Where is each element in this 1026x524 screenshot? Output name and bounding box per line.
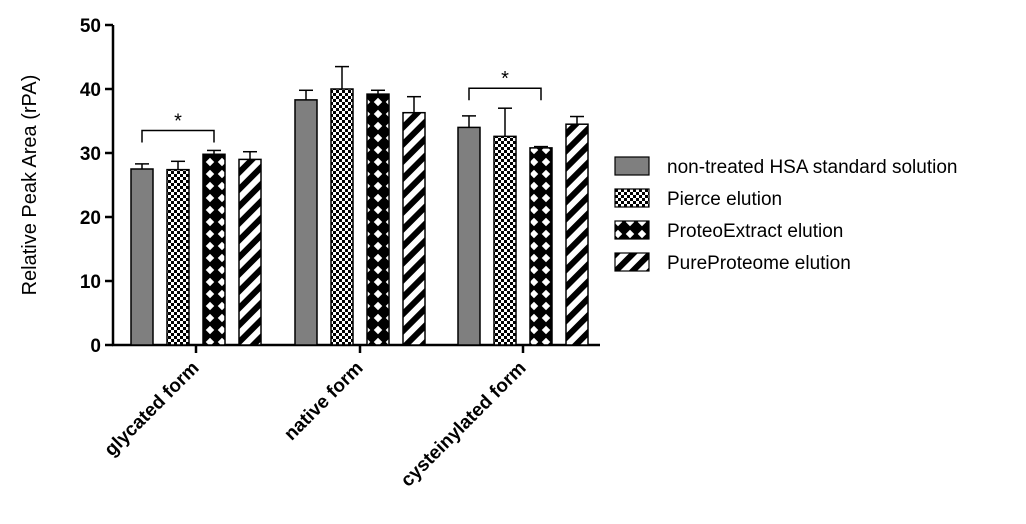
bar [202,153,226,346]
legend-swatch [614,220,650,240]
significance-label: * [501,68,509,90]
y-tick-label: 30 [80,144,101,165]
bar [366,93,390,346]
y-tick-label: 10 [80,272,101,293]
y-tick-label: 0 [90,336,101,357]
y-tick-label: 40 [80,80,101,101]
bar [529,147,553,346]
category-label: native form [280,358,367,445]
bar [493,135,517,346]
y-axis-title: Relative Peak Area (rPA) [19,75,41,296]
legend-swatch [614,188,650,208]
bar [294,99,318,346]
bar [238,158,262,346]
y-tick-label: 20 [80,208,101,229]
legend-swatch [614,252,650,272]
bar [130,168,154,346]
significance-bracket [468,87,542,101]
bar [330,88,354,346]
significance-bracket [141,129,215,143]
bar [457,126,481,346]
legend-label: non-treated HSA standard solution [667,157,957,178]
significance-label: * [174,110,182,132]
category-label: cysteinylated form [397,358,531,492]
category-label: glycated form [101,358,204,461]
y-tick-label: 50 [80,16,101,37]
bar [402,111,426,346]
legend-label: Pierce elution [667,189,782,210]
legend-label: PureProteome elution [667,253,851,274]
legend-label: ProteoExtract elution [667,221,843,242]
legend-swatch [614,156,650,176]
bar [166,168,190,346]
bar [565,123,589,346]
